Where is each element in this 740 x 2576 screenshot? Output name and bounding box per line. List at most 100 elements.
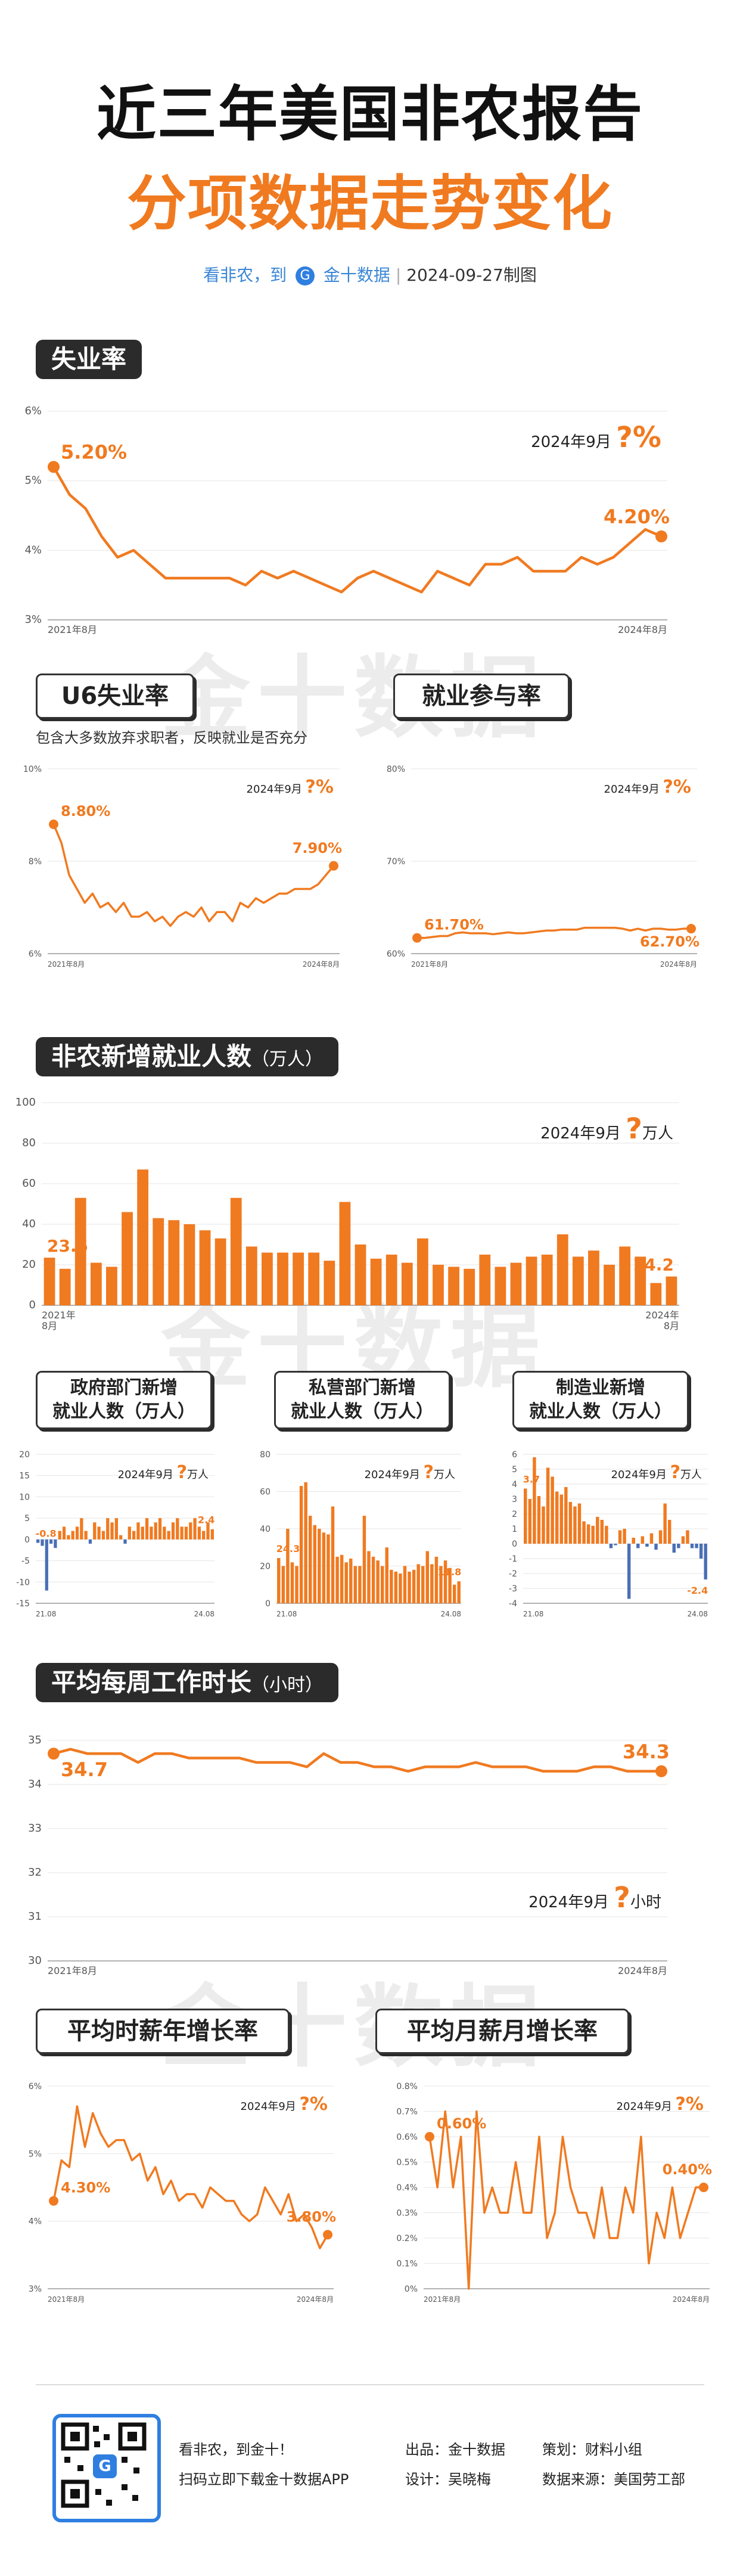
bar	[425, 1551, 430, 1603]
bar	[524, 1488, 527, 1544]
y-tick-label: 2	[512, 1510, 517, 1519]
bar	[67, 1535, 70, 1540]
y-tick-label: 80	[260, 1450, 270, 1460]
forecast-value: ?	[424, 1462, 434, 1483]
bar	[559, 1494, 563, 1544]
last-value-label: 34.3	[623, 1740, 670, 1763]
forecast-month: 2024年9月	[604, 783, 663, 796]
y-tick-label: 0.3%	[396, 2209, 418, 2218]
x-start-label: 2021年8月	[424, 2295, 461, 2304]
y-tick-label: 80%	[387, 765, 405, 774]
bar	[318, 1529, 321, 1603]
forecast-value: ?%	[676, 2094, 704, 2115]
bar	[677, 1544, 680, 1548]
y-tick-label: 4%	[24, 544, 42, 556]
forecast-value: ?%	[616, 421, 661, 454]
x-end-label: 2024年8月	[618, 624, 667, 635]
first-value-label: 4.30%	[61, 2180, 110, 2196]
bar	[380, 1566, 384, 1603]
bar	[686, 1530, 689, 1544]
bar	[71, 1531, 74, 1540]
bar	[59, 1268, 71, 1305]
bar	[62, 1526, 66, 1540]
bar	[277, 1252, 288, 1305]
y-tick-label: 100	[15, 1096, 36, 1109]
bar	[605, 1526, 608, 1544]
y-tick-label: 15	[19, 1472, 30, 1481]
bar	[362, 1516, 366, 1603]
bar	[672, 1544, 676, 1553]
bar	[627, 1544, 631, 1599]
bar	[582, 1521, 586, 1544]
x-end-label: 2024年8月	[660, 960, 697, 969]
forecast-month: 2024年9月	[247, 783, 306, 796]
y-tick-label: 35	[28, 1734, 42, 1746]
bar	[43, 1258, 55, 1305]
x-start-label: 2021年8月	[411, 960, 448, 969]
qr-code[interactable]: G	[52, 2414, 161, 2522]
first-point	[48, 461, 60, 473]
bar	[457, 1581, 461, 1603]
bar	[635, 1256, 646, 1305]
section-unemployment: 失业率	[36, 340, 142, 379]
bar	[293, 1252, 304, 1305]
bar	[541, 1255, 553, 1305]
forecast-value: ?%	[306, 777, 334, 797]
forecast-label: 2024年9月 ?小时	[528, 1881, 661, 1914]
chart-wage-mom: 0.8% 0.7% 0.6% 0.5% 0.4% 0.3% 0.2% 0.1% 0% 2021年8…	[396, 2082, 712, 2304]
first-value-label: 0.60%	[437, 2115, 486, 2132]
bar	[636, 1544, 640, 1548]
y-tick-label: 33	[28, 1822, 42, 1835]
forecast-unit: 万人	[642, 1125, 673, 1143]
y-tick-label: 3	[512, 1495, 517, 1504]
bar	[588, 1250, 599, 1305]
bar	[443, 1560, 447, 1603]
byline-text: 看非农，到	[203, 265, 287, 285]
bar	[403, 1566, 407, 1603]
x-start-label: 8月	[42, 1320, 57, 1332]
bar	[145, 1518, 149, 1540]
bar	[36, 1539, 40, 1543]
forecast-unit: 小时	[630, 1894, 661, 1911]
y-tick-label: 70%	[387, 857, 405, 867]
bar	[123, 1539, 127, 1544]
bar	[699, 1544, 703, 1559]
y-tick-label: 0	[265, 1599, 270, 1609]
bar	[528, 1499, 532, 1544]
x-end-label: 2024年8月	[297, 2295, 334, 2304]
series-line	[53, 1748, 661, 1773]
y-tick-label: 5	[24, 1514, 30, 1523]
bar	[132, 1531, 136, 1540]
bar	[245, 1246, 257, 1305]
bar	[110, 1522, 114, 1540]
bar	[663, 1503, 667, 1544]
last-value-label: 62.70%	[640, 933, 699, 950]
first-point	[49, 820, 58, 829]
bar	[533, 1457, 536, 1544]
bar	[41, 1539, 44, 1546]
section-wage-yoy: 平均时薪年增长率	[36, 2009, 290, 2054]
bar	[433, 1265, 444, 1305]
page-title: 近三年美国非农报告	[97, 79, 643, 149]
bar	[313, 1525, 316, 1603]
bar	[45, 1539, 48, 1591]
first-point	[49, 2196, 58, 2206]
bar	[189, 1522, 192, 1540]
series-line	[417, 926, 691, 939]
bar	[537, 1496, 541, 1544]
y-tick-label: 4	[512, 1480, 517, 1489]
y-tick-label: 5%	[24, 474, 42, 487]
forecast-value: ?%	[300, 2094, 328, 2115]
bar	[74, 1197, 86, 1305]
x-end-label: 24.08	[688, 1610, 708, 1618]
chart-wage-yoy: 6% 5% 4% 3% 2021年8月 2024年8月 4.30% 3.80% 2024年9月 …	[29, 2082, 336, 2304]
bar	[555, 1491, 559, 1544]
y-tick-label: 0	[24, 1535, 30, 1545]
brand-logo-icon: G	[296, 266, 315, 285]
bar	[568, 1502, 573, 1544]
first-value-label: 34.7	[61, 1758, 108, 1781]
bar	[596, 1517, 599, 1544]
bar	[399, 1573, 402, 1603]
bar	[614, 1544, 617, 1545]
bar	[376, 1560, 380, 1603]
